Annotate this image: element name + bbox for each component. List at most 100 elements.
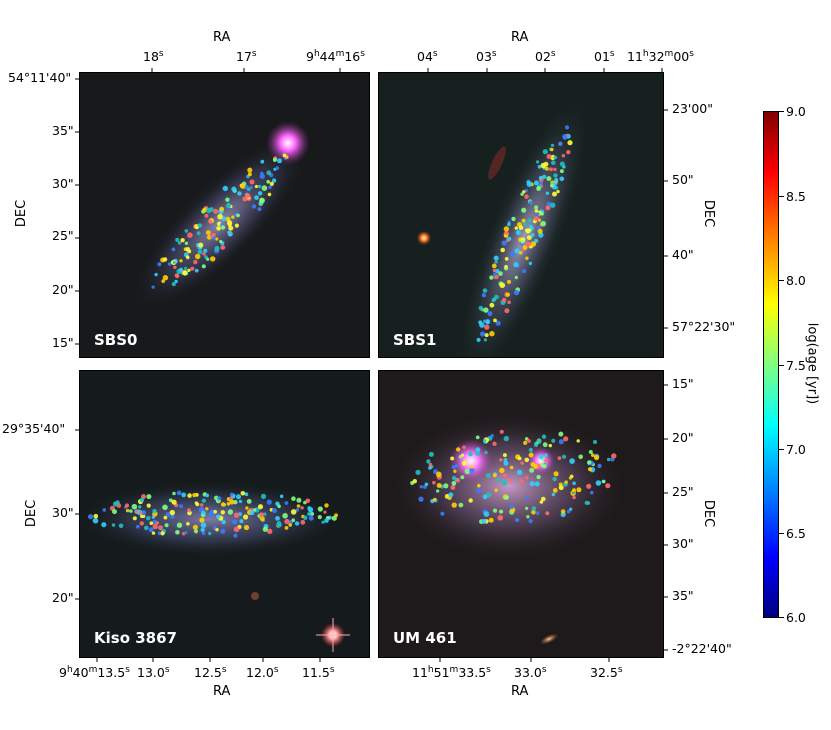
cluster-marker (260, 493, 267, 499)
colorbar-tick (779, 617, 784, 618)
cluster-marker (515, 230, 521, 235)
cluster-marker (544, 453, 548, 457)
cluster-marker (202, 207, 208, 213)
cluster-marker (504, 234, 508, 238)
cluster-marker (423, 485, 427, 489)
bottom-tick-12.5s: 12.5s (194, 665, 227, 681)
cluster-marker (151, 285, 155, 289)
cluster-marker (456, 447, 461, 452)
cluster-marker (208, 219, 213, 224)
cluster-marker (237, 191, 242, 196)
cluster-marker (238, 499, 243, 504)
cluster-marker (179, 259, 183, 263)
cluster-marker (432, 497, 437, 502)
cluster-marker (139, 511, 143, 515)
cluster-marker (503, 226, 510, 232)
sbs0-image (80, 73, 369, 357)
cluster-marker (167, 262, 172, 266)
cluster-marker (524, 194, 529, 199)
cluster-marker (140, 514, 144, 518)
cluster-marker (277, 158, 282, 164)
cluster-marker (257, 191, 263, 196)
cluster-marker (296, 497, 302, 503)
panel-label-sbs0: SBS0 (94, 331, 138, 349)
cluster-marker (172, 260, 176, 264)
cluster-marker (514, 275, 518, 280)
right-tick-23-00: 23'00" (672, 101, 713, 116)
cluster-marker (455, 463, 459, 468)
cluster-marker (160, 531, 165, 536)
cluster-marker (572, 495, 576, 500)
top-tick-17s: 17s (236, 49, 257, 65)
cluster-marker (334, 513, 338, 518)
cluster-marker (534, 205, 539, 210)
cluster-marker (460, 475, 465, 480)
cluster-marker (558, 485, 564, 491)
cluster-marker (171, 282, 176, 287)
cluster-marker (290, 509, 297, 515)
cluster-marker (184, 229, 189, 233)
cluster-marker (521, 207, 527, 213)
cluster-marker (220, 225, 226, 230)
cluster-marker (502, 297, 507, 303)
top-tick-03s: 03s (476, 49, 497, 65)
cluster-marker (572, 488, 576, 493)
cluster-marker (464, 468, 470, 475)
cluster-marker (533, 216, 539, 221)
cluster-marker (489, 302, 495, 308)
cluster-marker (486, 492, 492, 498)
cluster-marker (493, 318, 497, 323)
cluster-marker (161, 279, 166, 283)
cluster-marker (154, 272, 158, 277)
cluster-marker (324, 503, 329, 508)
cluster-marker (484, 324, 490, 330)
cluster-marker (529, 481, 535, 487)
cluster-marker (567, 140, 573, 146)
cluster-marker (541, 434, 547, 439)
cluster-marker (527, 218, 532, 223)
cluster-marker (227, 509, 234, 515)
cluster-marker (458, 502, 464, 508)
cluster-marker (261, 185, 268, 191)
cluster-marker (528, 200, 533, 205)
cluster-marker (266, 499, 272, 505)
cluster-marker (226, 202, 232, 209)
cluster-marker (206, 230, 211, 236)
cluster-marker (475, 450, 480, 456)
cluster-marker (229, 499, 235, 505)
cluster-marker (546, 176, 552, 182)
cluster-marker (554, 178, 559, 183)
cluster-marker (200, 503, 204, 507)
cluster-marker (587, 467, 593, 472)
cluster-marker (236, 213, 240, 218)
cluster-marker (525, 476, 529, 480)
cluster-marker (146, 516, 151, 521)
cluster-marker (562, 134, 568, 140)
cluster-marker (177, 241, 182, 245)
cluster-marker (528, 519, 533, 524)
cluster-marker (254, 507, 260, 513)
cluster-marker (206, 257, 210, 261)
right-tick-35: 35" (672, 588, 694, 603)
cluster-marker (558, 141, 563, 147)
cluster-marker (198, 242, 204, 248)
cluster-marker (201, 498, 206, 503)
cluster-marker (192, 493, 197, 498)
cluster-marker (230, 492, 234, 496)
cluster-marker (523, 222, 528, 226)
right-tick-25: 25" (672, 484, 694, 499)
left-tick-30-b: 30" (52, 505, 74, 520)
cluster-marker (222, 185, 228, 192)
cluster-marker (305, 498, 311, 504)
cluster-marker (296, 504, 301, 508)
cluster-marker (275, 166, 280, 170)
cluster-marker (525, 506, 529, 510)
cluster-marker (246, 499, 252, 504)
cluster-marker (558, 439, 564, 445)
cluster-marker (187, 268, 191, 272)
cluster-marker (424, 482, 429, 487)
cluster-marker (267, 192, 272, 197)
cluster-marker (531, 506, 537, 511)
cluster-marker (201, 510, 206, 516)
